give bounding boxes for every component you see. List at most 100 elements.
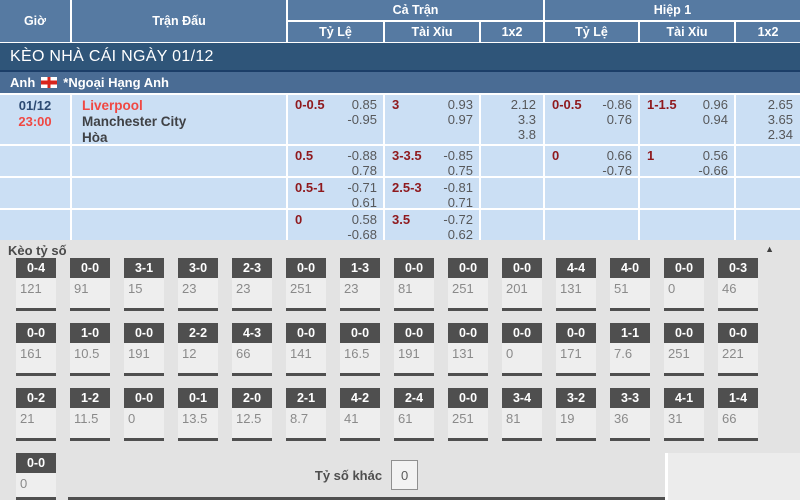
score-box[interactable]: 0-0 0 [16,453,56,500]
score-box[interactable]: 1-1 7.6 [610,323,650,376]
score-box[interactable]: 0-0 191 [124,323,164,376]
odds-ft-handicap-r4[interactable]: 0 0.58 -0.68 [288,210,383,240]
odds-value[interactable]: 0.56 [702,148,728,163]
score-box[interactable]: 2-3 23 [232,258,272,311]
score-box[interactable]: 0-0 16.5 [340,323,380,376]
odds-ft-overunder-r4[interactable]: 3.5 -0.72 0.62 [385,210,479,240]
home-team[interactable]: Liverpool [82,98,143,113]
odds-value[interactable]: 0.71 [447,195,473,208]
score-box[interactable]: 2-1 8.7 [286,388,326,441]
odds-ft-handicap-r3[interactable]: 0.5-1 -0.71 0.61 [288,178,383,208]
score-box[interactable]: 0-0 171 [556,323,596,376]
other-score-input[interactable]: 0 [391,460,419,490]
odds-value[interactable]: -0.81 [443,180,473,195]
odds-ft-handicap-r1[interactable]: 0-0.5 0.85 -0.95 [288,95,383,144]
score-box[interactable]: 4-3 66 [232,323,272,376]
score-box[interactable]: 0-0 91 [70,258,110,311]
score-box-underline [340,373,380,376]
score-box[interactable]: 3-3 36 [610,388,650,441]
odds-value[interactable]: 0.85 [351,97,377,112]
score-box-underline [16,497,56,500]
odds-value[interactable]: 3.8 [517,127,536,142]
away-team[interactable]: Manchester City [82,114,187,129]
score-box[interactable]: 1-3 23 [340,258,380,311]
odds-value[interactable]: -0.85 [443,148,473,163]
score-box[interactable]: 0-2 21 [16,388,56,441]
odds-value[interactable]: 0.96 [702,97,728,112]
score-box[interactable]: 2-4 61 [394,388,434,441]
odds-value[interactable]: 2.12 [510,97,536,112]
score-box-odds: 251 [664,343,704,373]
score-box[interactable]: 0-0 161 [16,323,56,376]
score-box[interactable]: 0-0 201 [502,258,542,311]
score-box[interactable]: 3-2 19 [556,388,596,441]
score-box[interactable]: 4-4 131 [556,258,596,311]
odds-ft-overunder-r3[interactable]: 2.5-3 -0.81 0.71 [385,178,479,208]
odds-value[interactable]: 0.62 [447,227,473,240]
odds-value[interactable]: -0.88 [347,148,377,163]
score-box[interactable]: 0-0 0 [124,388,164,441]
score-box-underline [448,308,488,311]
score-box[interactable]: 0-0 251 [664,323,704,376]
odds-value[interactable]: 0.61 [351,195,377,208]
odds-value[interactable]: -0.95 [347,112,377,127]
score-box[interactable]: 4-0 51 [610,258,650,311]
score-box[interactable]: 0-0 81 [394,258,434,311]
score-box-underline [394,438,434,441]
match-teams-cell[interactable]: Liverpool Manchester City Hòa [72,95,286,144]
odds-h1-overunder-r2[interactable]: 1 0.56 -0.66 [640,146,734,176]
odds-value[interactable]: 0.97 [447,112,473,127]
odds-value[interactable]: 3.3 [517,112,536,127]
score-box[interactable]: 0-0 141 [286,323,326,376]
score-box[interactable]: 0-0 0 [664,258,704,311]
odds-h1-handicap-r2[interactable]: 0 0.66 -0.76 [545,146,638,176]
odds-value[interactable]: -0.72 [443,212,473,227]
odds-value[interactable]: 0.94 [702,112,728,127]
odds-ft-1x2-r1[interactable]: 2.12 3.3 3.8 [481,95,543,144]
score-box[interactable]: 0-0 251 [448,388,488,441]
odds-h1-overunder-r1[interactable]: 1-1.5 0.96 0.94 [640,95,734,144]
score-box[interactable]: 1-0 10.5 [70,323,110,376]
score-box[interactable]: 0-4 121 [16,258,56,311]
score-box[interactable]: 3-1 15 [124,258,164,311]
odds-value[interactable]: 0.78 [351,163,377,176]
score-box-score: 3-1 [124,258,164,278]
score-box[interactable]: 0-0 251 [286,258,326,311]
score-box[interactable]: 2-0 12.5 [232,388,272,441]
score-box-score: 2-4 [394,388,434,408]
score-box[interactable]: 4-1 31 [664,388,704,441]
odds-value[interactable]: -0.86 [602,97,632,112]
score-box[interactable]: 1-2 11.5 [70,388,110,441]
odds-value[interactable]: -0.76 [602,163,632,176]
score-box-odds: 91 [70,278,110,308]
odds-value[interactable]: 2.34 [767,127,793,142]
odds-value[interactable]: 0.76 [606,112,632,127]
odds-h1-1x2-r1[interactable]: 2.65 3.65 2.34 [736,95,800,144]
odds-value[interactable]: -0.66 [698,163,728,176]
odds-ft-overunder-r1[interactable]: 3 0.93 0.97 [385,95,479,144]
score-box[interactable]: 3-4 81 [502,388,542,441]
odds-value[interactable]: -0.68 [347,227,377,240]
score-box[interactable]: 0-0 251 [448,258,488,311]
odds-value[interactable]: 2.65 [767,97,793,112]
odds-value[interactable]: 0.93 [447,97,473,112]
score-box[interactable]: 0-0 191 [394,323,434,376]
odds-h1-handicap-r1[interactable]: 0-0.5 -0.86 0.76 [545,95,638,144]
odds-value[interactable]: 0.58 [351,212,377,227]
score-box[interactable]: 0-0 0 [502,323,542,376]
score-box[interactable]: 0-0 221 [718,323,758,376]
score-box[interactable]: 3-0 23 [178,258,218,311]
odds-ft-handicap-r2[interactable]: 0.5 -0.88 0.78 [288,146,383,176]
score-box[interactable]: 4-2 41 [340,388,380,441]
odds-ft-overunder-r2[interactable]: 3-3.5 -0.85 0.75 [385,146,479,176]
odds-value[interactable]: -0.71 [347,180,377,195]
odds-value[interactable]: 0.75 [447,163,473,176]
score-box[interactable]: 0-1 13.5 [178,388,218,441]
score-box[interactable]: 1-4 66 [718,388,758,441]
collapse-arrow-icon[interactable]: ▲ [765,244,774,254]
odds-value[interactable]: 3.65 [767,112,793,127]
score-box[interactable]: 0-0 131 [448,323,488,376]
score-box[interactable]: 0-3 46 [718,258,758,311]
odds-value[interactable]: 0.66 [606,148,632,163]
score-box[interactable]: 2-2 12 [178,323,218,376]
